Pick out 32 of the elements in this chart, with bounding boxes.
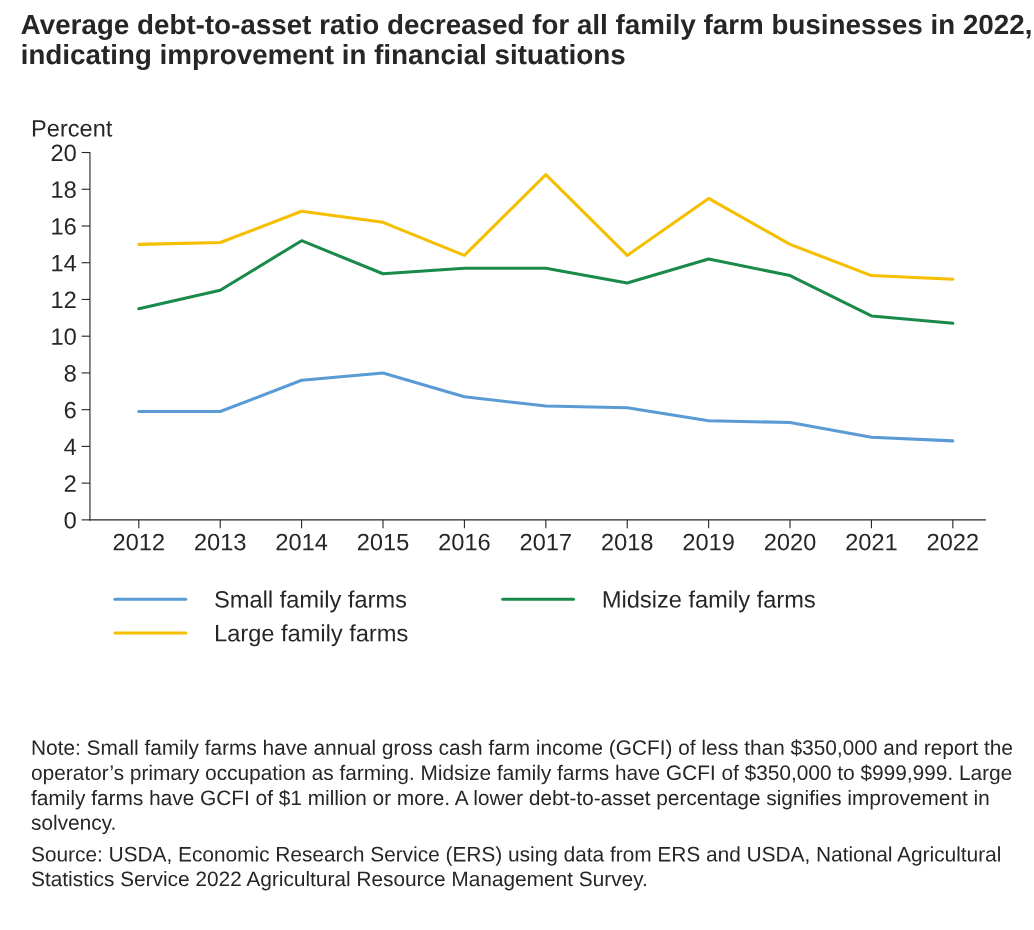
- y-tick-label: 0: [64, 511, 76, 529]
- y-tick-label: 16: [52, 218, 76, 235]
- y-tick-label: 14: [52, 255, 77, 272]
- x-tick-label: 2017: [520, 533, 571, 551]
- line-series: [137, 371, 955, 443]
- x-tick-label: 2012: [113, 533, 164, 551]
- y-tick-label: 6: [64, 401, 76, 419]
- x-tick-label: 2018: [602, 533, 653, 551]
- x-tick-label: 2016: [439, 533, 490, 551]
- y-tick-label: 8: [64, 365, 76, 382]
- y-tick-label: 2: [64, 475, 76, 492]
- x-tick-label: 2019: [683, 533, 734, 551]
- legend-label: Large family farms: [216, 624, 408, 647]
- y-axis-title: Percent: [32, 120, 113, 137]
- source-note: Source: USDA, Economic Research Service (ERS) using data from ERS and USDA, National Agricultural Statistics Service 2022 Agricultural Resource Management Survey.: [31, 846, 1000, 891]
- chart-title: Average debt-to-asset ratio decreased for all family farm businesses in 2022, indicating improvement in financial situations: [21, 13, 1031, 71]
- text: Note: Small family farms have annual gross cash farm income (GCFI) of less than $350,000 and report the operator’s primary occupation as farming. Midsize family farms have GCFI of $350,000 to $999,999. Large family farms have GCFI of $1 million or more. A lower debt-to-asset percentage signifies improvement in solvency.: [31, 739, 1013, 835]
- x-tick-label: 2021: [846, 533, 897, 551]
- x-tick-label: 2015: [357, 533, 409, 551]
- y-tick-label: 4: [64, 438, 77, 455]
- x-tick-label: 2013: [195, 533, 246, 551]
- x-tick-label: 2022: [927, 533, 978, 551]
- y-tick-label: 20: [51, 144, 76, 162]
- y-tick-label: 18: [52, 181, 76, 199]
- line-series: [137, 239, 955, 325]
- x-tick-label: 2014: [276, 533, 328, 551]
- line-series: [137, 173, 955, 281]
- x-tick-label: 2020: [764, 533, 816, 551]
- legend-label: Small family farms: [215, 590, 407, 613]
- y-tick-label: 10: [52, 328, 76, 345]
- legend-label: Midsize family farms: [603, 590, 815, 613]
- y-tick-label: 12: [52, 291, 76, 309]
